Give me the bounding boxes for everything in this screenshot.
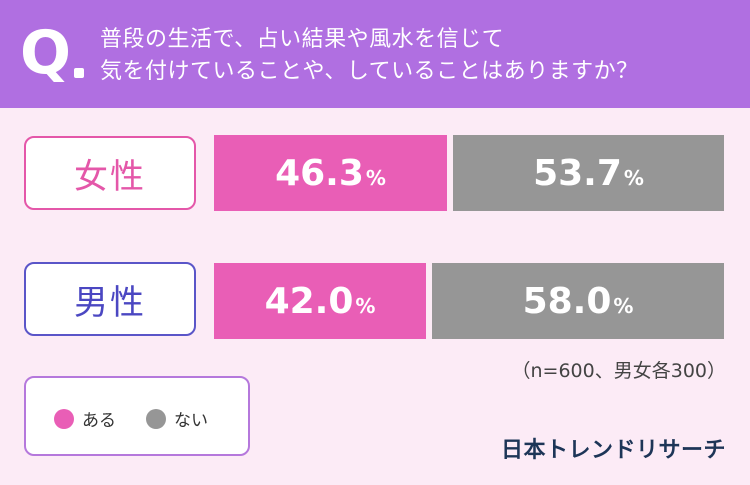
data-label-unit: % bbox=[355, 294, 376, 318]
category-label-male: 男性 bbox=[24, 262, 196, 336]
bar-male-yes: 42.0% bbox=[214, 263, 426, 339]
legend-item-no: ない bbox=[146, 406, 208, 431]
sample-note: （n=600、男女各300） bbox=[511, 360, 727, 382]
legend: ある ない bbox=[24, 376, 250, 456]
data-label-unit: % bbox=[365, 166, 386, 190]
legend-label-no: ない bbox=[174, 411, 208, 431]
data-label-value: 42.0 bbox=[264, 280, 354, 322]
brand-logo: 日本トレンドリサーチ bbox=[500, 438, 726, 463]
question-mark-dot bbox=[74, 68, 84, 78]
bar-male-no: 58.0% bbox=[432, 263, 724, 339]
question-mark: Q bbox=[20, 18, 72, 88]
data-label-unit: % bbox=[623, 166, 644, 190]
category-label-female: 女性 bbox=[24, 136, 196, 210]
data-label-value: 53.7 bbox=[533, 152, 622, 194]
legend-swatch-no bbox=[146, 408, 166, 429]
bar-female-yes: 46.3% bbox=[214, 135, 447, 211]
legend-item-yes: ある bbox=[54, 406, 116, 431]
data-label-unit: % bbox=[613, 294, 634, 318]
legend-label-yes: ある bbox=[82, 411, 116, 431]
question-line-2: 気を付けていることや、していることはありますか？ bbox=[100, 59, 639, 84]
data-label-value: 58.0 bbox=[522, 280, 612, 322]
question-line-1: 普段の生活で、占い結果や風水を信じて bbox=[100, 27, 505, 52]
legend-swatch-yes bbox=[54, 408, 74, 429]
data-label-value: 46.3 bbox=[275, 152, 364, 194]
question-header: Q 普段の生活で、占い結果や風水を信じて 気を付けていることや、していることはあ… bbox=[0, 0, 750, 108]
question-text: 普段の生活で、占い結果や風水を信じて 気を付けていることや、していることはありま… bbox=[100, 24, 740, 88]
bar-female-no: 53.7% bbox=[453, 135, 724, 211]
